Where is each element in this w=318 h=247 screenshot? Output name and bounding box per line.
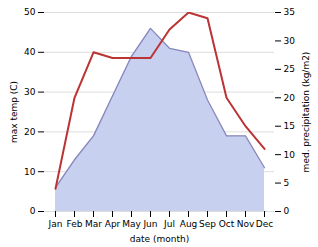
svg-text:30: 30	[24, 87, 36, 97]
svg-text:Apr: Apr	[105, 219, 121, 229]
svg-text:Jun: Jun	[142, 219, 157, 229]
svg-text:20: 20	[284, 93, 296, 103]
svg-text:max temp (C): max temp (C)	[9, 81, 19, 143]
svg-text:15: 15	[284, 121, 295, 131]
svg-text:10: 10	[24, 167, 36, 177]
svg-text:Sep: Sep	[199, 219, 216, 229]
svg-text:20: 20	[24, 127, 36, 137]
svg-text:Oct: Oct	[219, 219, 235, 229]
svg-text:40: 40	[24, 47, 36, 57]
svg-text:0: 0	[284, 206, 290, 216]
svg-text:Jan: Jan	[48, 219, 63, 229]
svg-text:10: 10	[284, 150, 296, 160]
svg-text:Jul: Jul	[163, 219, 175, 229]
svg-text:35: 35	[284, 7, 295, 17]
svg-text:Feb: Feb	[67, 219, 83, 229]
svg-text:Mar: Mar	[85, 219, 102, 229]
svg-text:Nov: Nov	[237, 219, 255, 229]
svg-text:25: 25	[284, 64, 295, 74]
svg-text:50: 50	[24, 7, 36, 17]
svg-text:5: 5	[284, 178, 290, 188]
svg-text:Dec: Dec	[256, 219, 273, 229]
svg-text:0: 0	[30, 206, 36, 216]
svg-text:med. precipitation (kg/m2): med. precipitation (kg/m2)	[301, 52, 311, 173]
svg-text:Aug: Aug	[180, 219, 198, 229]
svg-text:date (month): date (month)	[130, 234, 189, 244]
svg-text:30: 30	[284, 36, 296, 46]
svg-text:May: May	[122, 219, 141, 229]
